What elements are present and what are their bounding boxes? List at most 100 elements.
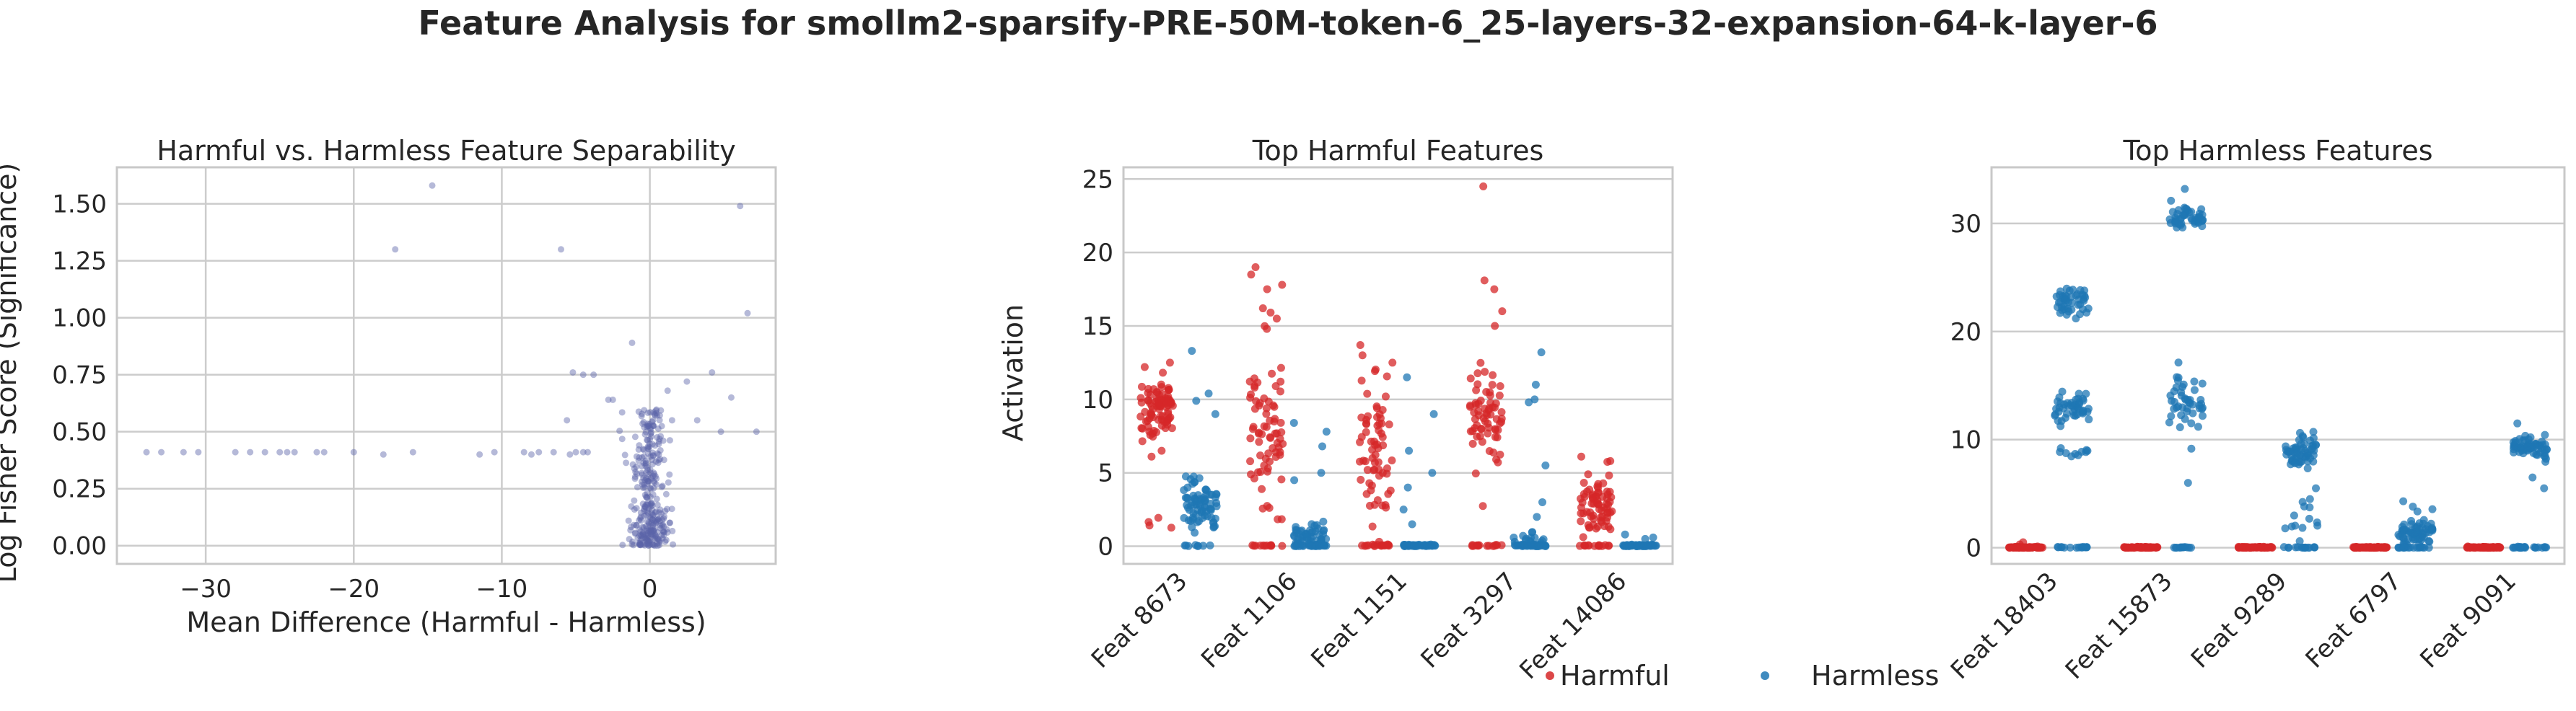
harmless-point [1412,542,1421,551]
harmful-point [1384,490,1393,498]
harmless-point [2198,379,2207,388]
scatter-point [579,371,587,379]
harmful-point [1485,404,1494,412]
scatter-point [635,446,642,453]
scatter-point [658,531,665,539]
y-tick-label: 25 [1082,165,1113,194]
harmless-point [2179,380,2188,389]
scatter-point [649,456,656,464]
harmless-point [1642,542,1651,550]
harmful-point [1594,542,1603,550]
scatter-point [350,449,357,456]
scatter-point [652,534,659,542]
scatter-point [641,512,648,519]
y-tick-label: 20 [1950,318,1981,347]
harmful-point [1266,433,1275,442]
harmless-point [2295,436,2303,444]
scatter-point [652,532,660,539]
scatter-point [650,527,657,534]
scatter-point [636,539,644,547]
harmless-point [2400,526,2409,534]
harmful-point [1144,384,1152,393]
scatter-point [644,534,651,542]
scatter-point [644,409,652,416]
harmless-point [1191,478,1199,487]
harmful-point [1363,389,1372,398]
harmful-point [1489,371,1497,379]
scatter-point [261,449,268,456]
harmful-point [1276,387,1284,396]
scatter-point [627,526,634,534]
harmful-point [1579,533,1587,542]
harmful-point [1588,492,1597,500]
harmless-point [2409,543,2418,552]
harmful-point [1247,470,1256,479]
harmful-point [1485,447,1494,456]
scatter-point [644,436,652,443]
harmful-point [1491,425,1500,434]
scatter-point [642,535,649,542]
harmless-point [2428,526,2437,535]
harmless-point [2166,218,2175,227]
harmless-point [2417,543,2426,552]
x-tick-label: −20 [328,575,380,604]
harmless-point [2538,543,2546,552]
harmful-point [1481,368,1489,376]
harmful-point [2149,543,2157,552]
scatter-point [648,529,655,536]
scatter-point [638,478,645,485]
harmful-point [1269,443,1277,452]
harmful-point [1137,382,1146,391]
scatter-point [644,494,651,501]
harmful-point [1381,392,1390,401]
scatter-point [642,504,649,511]
scatter-point [644,443,652,450]
scatter-point [645,527,652,534]
harmful-point [1577,509,1585,518]
harmless-point [2173,376,2182,385]
harmless-point [1519,531,1528,540]
harmful-point [1263,541,1271,549]
scatter-point [655,456,662,464]
harmless-point [1188,347,1196,356]
harmless-point [1429,410,1438,418]
scatter-point [623,459,630,467]
harmful-point [1364,412,1372,420]
harmful-point [2468,543,2477,552]
scatter-point [645,477,652,485]
harmful-point [1605,508,1614,517]
scatter-point [650,423,657,430]
scatter-point [637,528,644,535]
harmful-point [1495,391,1504,399]
scatter-point [668,417,675,424]
scatter-point [640,459,647,467]
scatter-point [654,516,662,524]
harmful-point [1374,458,1383,467]
scatter-point [642,535,649,542]
harmless-point [2309,457,2318,466]
scatter-point [409,449,416,456]
harmless-point [2290,511,2298,520]
scatter-point [652,520,660,527]
harmful-point [1272,314,1281,323]
harmful-point [1356,340,1364,349]
harmful-point [1249,423,1258,431]
harmless-point [2540,484,2549,493]
scatter-point [640,446,647,454]
scatter-point [662,490,670,498]
scatter-point [644,436,651,443]
harmful-point [1262,404,1271,412]
scatter-point [638,532,645,539]
scatter-point [643,526,650,533]
scatter-point [644,423,652,430]
scatter-point [642,428,649,436]
harmful-point [1266,416,1274,425]
harmless-point [2533,451,2542,459]
scatter-point [651,531,658,538]
scatter-point [643,536,650,543]
scatter-point [642,457,649,464]
harmful-point [1276,418,1285,427]
harmful-point [1476,358,1485,367]
category-tick-label: Feat 3297 [1415,567,1523,674]
scatter-point [657,524,664,531]
